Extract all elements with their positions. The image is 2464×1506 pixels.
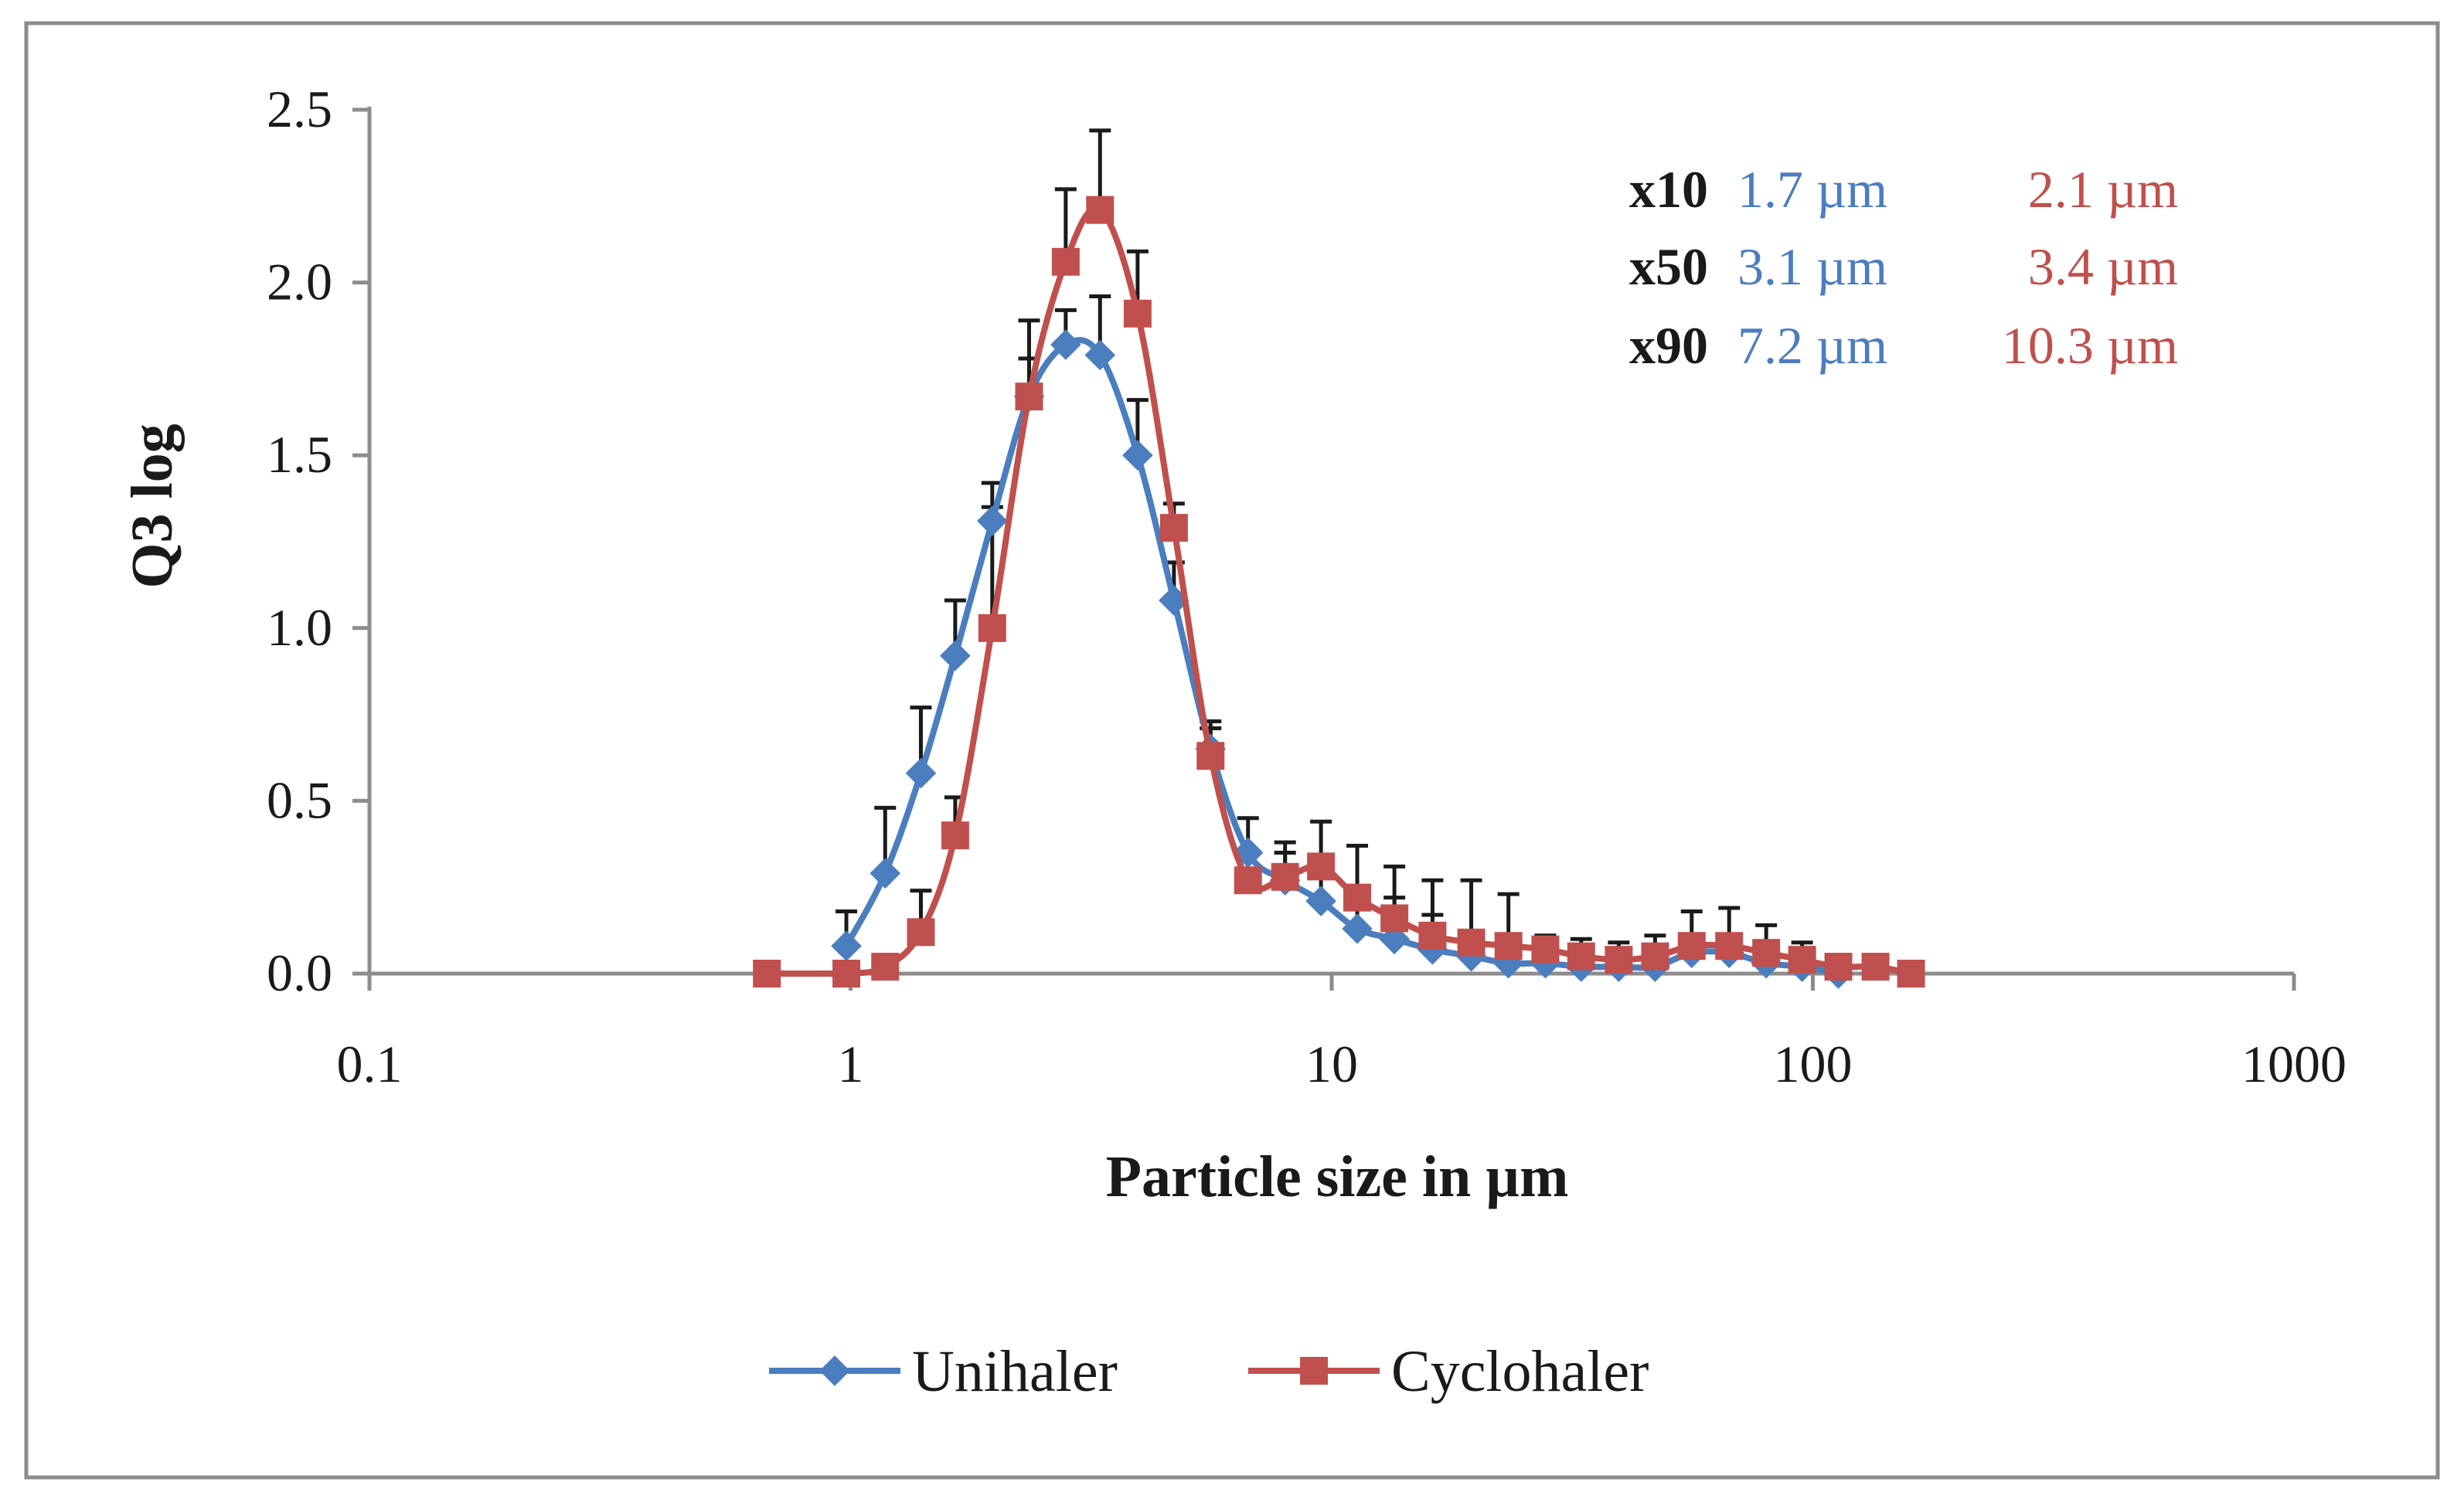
data-point-unihaler bbox=[940, 640, 971, 671]
x-tick-label: 10 bbox=[1305, 1035, 1358, 1093]
annotation-unihaler-x50: 3.1 µm bbox=[1737, 237, 1887, 296]
data-point-unihaler bbox=[870, 858, 901, 889]
legend-label-unihaler: Unihaler bbox=[912, 1339, 1118, 1404]
annotation-label-x90: x90 bbox=[1629, 316, 1708, 375]
percentile-annotation: x10 1.7 µm 2.1 µm x50 3.1 µm 3.4 µm x90 … bbox=[1629, 160, 2178, 375]
text-layer: 0.0 0.5 1.0 1.5 2.0 2.5 0.1 1 10 100 1000 bbox=[267, 80, 2347, 1093]
chart-frame bbox=[24, 21, 2440, 1480]
annotation-label-x50: x50 bbox=[1629, 237, 1708, 296]
data-point-cyclohaler bbox=[1824, 953, 1853, 981]
data-point-cyclohaler bbox=[907, 918, 935, 947]
data-point-cyclohaler bbox=[1531, 935, 1560, 964]
annotation-unihaler-x90: 7.2 µm bbox=[1737, 316, 1887, 375]
legend-label-cyclohaler: Cyclohaler bbox=[1391, 1339, 1649, 1404]
annotation-label-x10: x10 bbox=[1629, 160, 1708, 219]
data-point-unihaler bbox=[977, 505, 1008, 536]
data-point-cyclohaler bbox=[1123, 299, 1152, 328]
y-tick-label: 0.0 bbox=[267, 943, 332, 1002]
annotation-unihaler-x10: 1.7 µm bbox=[1737, 160, 1887, 219]
series-layer bbox=[753, 195, 1925, 989]
data-point-cyclohaler bbox=[1752, 939, 1781, 967]
data-point-unihaler bbox=[905, 757, 937, 789]
legend-marker-cyclohaler bbox=[1300, 1357, 1328, 1385]
data-point-cyclohaler bbox=[753, 960, 781, 988]
data-point-cyclohaler bbox=[1343, 883, 1372, 912]
data-point-cyclohaler bbox=[941, 821, 969, 850]
data-point-unihaler bbox=[1342, 913, 1373, 944]
data-point-cyclohaler bbox=[1307, 852, 1336, 881]
data-point-cyclohaler bbox=[1788, 946, 1816, 974]
data-point-cyclohaler bbox=[1861, 953, 1890, 981]
legend: Unihaler Cyclohaler bbox=[769, 1339, 1649, 1404]
data-point-cyclohaler bbox=[1086, 195, 1115, 224]
y-tick-label: 1.5 bbox=[267, 425, 332, 484]
annotation-cyclohaler-x50: 3.4 µm bbox=[2028, 237, 2178, 296]
data-point-cyclohaler bbox=[1015, 382, 1043, 411]
x-tick-label: 0.1 bbox=[337, 1035, 403, 1093]
y-tick-label: 0.5 bbox=[267, 770, 332, 829]
data-point-cyclohaler bbox=[1159, 514, 1188, 542]
data-point-cyclohaler bbox=[1897, 960, 1925, 988]
legend-item-cyclohaler: Cyclohaler bbox=[1248, 1339, 1649, 1404]
x-tick-label: 1000 bbox=[2241, 1035, 2347, 1093]
data-point-cyclohaler bbox=[1418, 921, 1447, 950]
data-point-cyclohaler bbox=[1605, 946, 1633, 974]
annotation-cyclohaler-x10: 2.1 µm bbox=[2028, 160, 2178, 219]
y-tick-label: 2.0 bbox=[267, 253, 332, 311]
data-point-cyclohaler bbox=[1641, 942, 1669, 971]
data-point-cyclohaler bbox=[978, 614, 1006, 642]
x-axis-title: Particle size in µm bbox=[1106, 1144, 1569, 1209]
legend-item-unihaler: Unihaler bbox=[769, 1339, 1118, 1404]
data-point-unihaler bbox=[831, 930, 862, 962]
data-point-cyclohaler bbox=[1677, 932, 1706, 960]
axes-layer bbox=[352, 107, 2296, 991]
data-point-unihaler bbox=[1305, 886, 1336, 916]
data-point-cyclohaler bbox=[1196, 742, 1225, 770]
y-tick-label: 1.0 bbox=[267, 598, 332, 657]
legend-marker-unihaler bbox=[819, 1355, 850, 1386]
y-axis-title: Q3 log bbox=[120, 423, 185, 588]
data-point-cyclohaler bbox=[1271, 862, 1299, 891]
data-point-cyclohaler bbox=[1715, 932, 1744, 960]
data-point-cyclohaler bbox=[1567, 942, 1595, 971]
data-point-cyclohaler bbox=[1234, 866, 1262, 895]
annotation-cyclohaler-x90: 10.3 µm bbox=[2002, 316, 2178, 375]
data-point-cyclohaler bbox=[871, 953, 900, 981]
data-point-cyclohaler bbox=[832, 960, 861, 988]
data-point-unihaler bbox=[1122, 440, 1153, 471]
data-point-cyclohaler bbox=[1380, 904, 1409, 933]
x-tick-label: 100 bbox=[1774, 1035, 1853, 1093]
y-tick-label: 2.5 bbox=[267, 80, 332, 138]
data-point-cyclohaler bbox=[1494, 932, 1523, 960]
data-point-cyclohaler bbox=[1457, 928, 1486, 957]
data-point-cyclohaler bbox=[1051, 247, 1080, 276]
x-tick-label: 1 bbox=[838, 1035, 864, 1093]
